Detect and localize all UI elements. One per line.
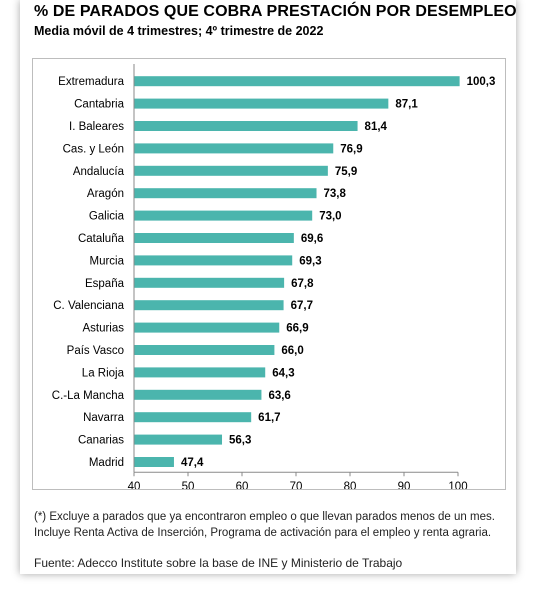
chart-title: % DE PARADOS QUE COBRA PRESTACIÓN POR DE… bbox=[34, 3, 517, 20]
value-label-6: 73,0 bbox=[319, 211, 341, 223]
value-label-0: 100,3 bbox=[467, 76, 496, 88]
bar-3 bbox=[134, 143, 334, 154]
category-label-4: Andalucía bbox=[73, 166, 125, 178]
footnote-line-2: Incluye Renta Activa de Inserción, Progr… bbox=[34, 527, 492, 539]
value-label-10: 67,7 bbox=[291, 300, 313, 312]
bar-15 bbox=[134, 412, 252, 423]
value-label-11: 66,9 bbox=[286, 323, 308, 335]
value-label-14: 63,6 bbox=[268, 390, 290, 402]
category-label-8: Murcia bbox=[89, 255, 124, 267]
bar-chart: Extremadura 100,3 Cantabria 87,1 I. Baleares… bbox=[52, 64, 496, 489]
bar-4 bbox=[134, 165, 328, 176]
value-label-12: 66,0 bbox=[281, 345, 303, 357]
category-label-13: La Rioja bbox=[82, 367, 125, 379]
category-label-5: Aragón bbox=[87, 188, 124, 200]
value-label-13: 64,3 bbox=[272, 367, 294, 379]
category-label-0: Extremadura bbox=[58, 76, 124, 88]
value-label-2: 81,4 bbox=[365, 121, 388, 133]
category-label-11: Asturias bbox=[82, 323, 124, 335]
bar-8 bbox=[134, 255, 293, 266]
value-label-17: 47,4 bbox=[181, 457, 204, 469]
category-label-6: Galicia bbox=[89, 211, 125, 223]
category-label-16: Canarias bbox=[78, 435, 124, 447]
bar-11 bbox=[134, 322, 280, 333]
value-label-16: 56,3 bbox=[229, 435, 251, 447]
bar-14 bbox=[134, 389, 262, 400]
bar-17 bbox=[134, 457, 174, 467]
x-tick-label-6: 100 bbox=[448, 481, 467, 489]
x-tick-label-0: 40 bbox=[128, 481, 141, 489]
bar-16 bbox=[134, 434, 223, 445]
category-label-1: Cantabria bbox=[74, 99, 124, 111]
value-label-1: 87,1 bbox=[395, 99, 418, 111]
source-note: Fuente: Adecco Institute sobre la base d… bbox=[34, 556, 403, 570]
value-label-4: 75,9 bbox=[335, 166, 357, 178]
chart-subtitle: Media móvil de 4 trimestres; 4º trimestr… bbox=[34, 24, 324, 38]
category-label-7: Cataluña bbox=[78, 233, 125, 245]
category-label-12: País Vasco bbox=[67, 345, 124, 357]
x-tick-label-5: 90 bbox=[398, 481, 411, 489]
category-label-9: España bbox=[85, 278, 125, 290]
value-label-3: 76,9 bbox=[340, 143, 362, 155]
plot-frame: Extremadura 100,3 Cantabria 87,1 I. Baleares… bbox=[32, 58, 506, 490]
value-label-8: 69,3 bbox=[299, 255, 321, 267]
x-tick-label-4: 80 bbox=[344, 481, 357, 489]
category-label-2: I. Baleares bbox=[69, 121, 124, 133]
bar-12 bbox=[134, 345, 275, 355]
bar-0 bbox=[134, 76, 460, 87]
category-label-3: Cas. y León bbox=[63, 143, 124, 155]
bar-9 bbox=[134, 277, 285, 288]
bar-1 bbox=[134, 98, 389, 109]
footnote-line-1: (*) Excluye a parados que ya encontraron… bbox=[34, 511, 495, 523]
value-label-9: 67,8 bbox=[291, 278, 314, 290]
chart-card: % DE PARADOS QUE COBRA PRESTACIÓN POR DE… bbox=[20, 0, 517, 574]
bar-2 bbox=[134, 121, 358, 131]
category-label-14: C.-La Mancha bbox=[52, 390, 125, 402]
x-tick-label-3: 70 bbox=[290, 481, 303, 489]
category-label-15: Navarra bbox=[83, 412, 125, 424]
bar-7 bbox=[134, 233, 294, 243]
bar-5 bbox=[134, 188, 317, 199]
value-label-7: 69,6 bbox=[301, 233, 323, 245]
value-label-15: 61,7 bbox=[258, 412, 280, 424]
category-label-10: C. Valenciana bbox=[53, 300, 124, 312]
x-tick-label-1: 50 bbox=[182, 481, 195, 489]
value-label-5: 73,8 bbox=[324, 188, 347, 200]
bar-13 bbox=[134, 367, 266, 378]
category-label-17: Madrid bbox=[89, 457, 124, 469]
bar-6 bbox=[134, 210, 313, 221]
x-tick-label-2: 60 bbox=[236, 481, 249, 489]
bar-10 bbox=[134, 300, 284, 311]
